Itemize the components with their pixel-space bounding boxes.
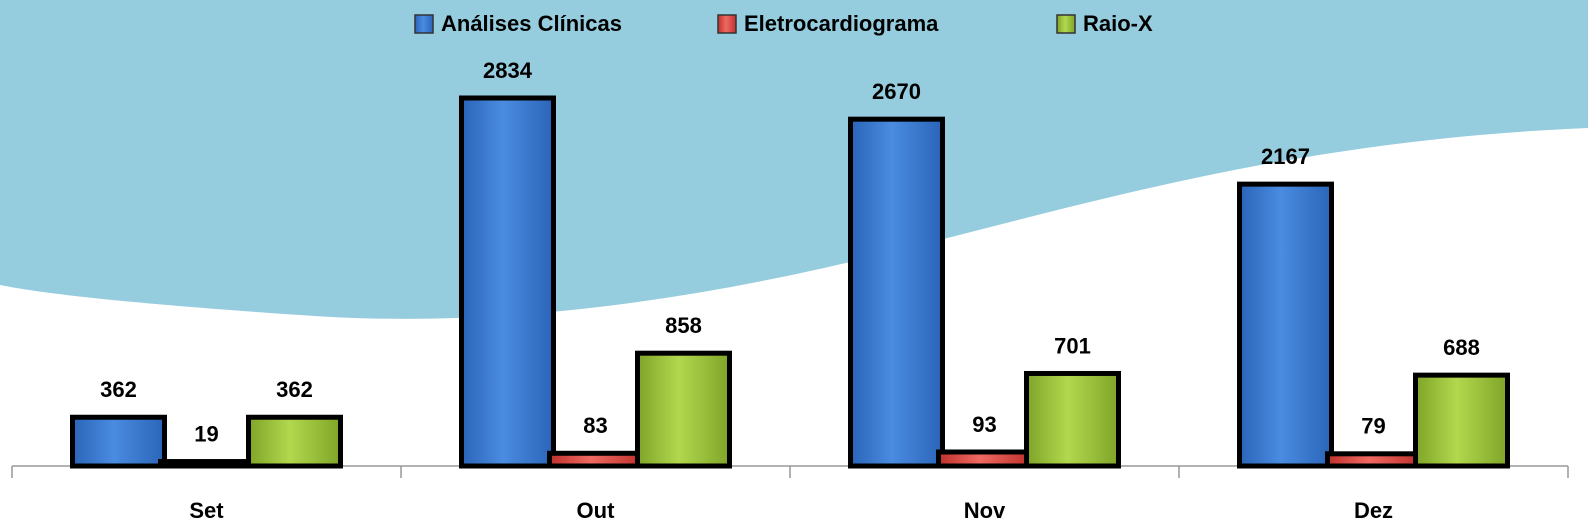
bar [459, 95, 556, 469]
data-label: 93 [972, 412, 996, 437]
legend-swatch [414, 14, 434, 34]
data-label: 79 [1361, 414, 1385, 439]
legend-label: Análises Clínicas [441, 11, 622, 36]
x-tick-label: Nov [964, 498, 1006, 523]
data-label: 2670 [872, 79, 921, 104]
bar [1325, 451, 1422, 469]
data-label: 83 [583, 413, 607, 438]
bar [70, 414, 167, 469]
bar [1024, 370, 1121, 469]
data-label: 688 [1443, 335, 1480, 360]
x-tick-label: Out [577, 498, 616, 523]
bar [246, 414, 343, 469]
bar [848, 116, 945, 469]
legend-swatch [1056, 14, 1076, 34]
data-label: 858 [665, 313, 702, 338]
background-wave [0, 0, 1588, 319]
bar [158, 459, 255, 469]
x-tick-label: Set [189, 498, 224, 523]
data-label: 362 [276, 377, 313, 402]
data-label: 2167 [1261, 144, 1310, 169]
data-label: 701 [1054, 333, 1091, 358]
x-tick-label: Dez [1354, 498, 1393, 523]
bar [936, 449, 1033, 469]
bar [547, 450, 644, 469]
legend-label: Raio-X [1083, 11, 1153, 36]
data-label: 19 [194, 421, 218, 446]
data-label: 362 [100, 377, 137, 402]
legend-label: Eletrocardiograma [744, 11, 939, 36]
data-label: 2834 [483, 58, 533, 83]
bar [1237, 181, 1334, 469]
legend-swatch [717, 14, 737, 34]
bar [635, 350, 732, 469]
bar [1413, 372, 1510, 469]
